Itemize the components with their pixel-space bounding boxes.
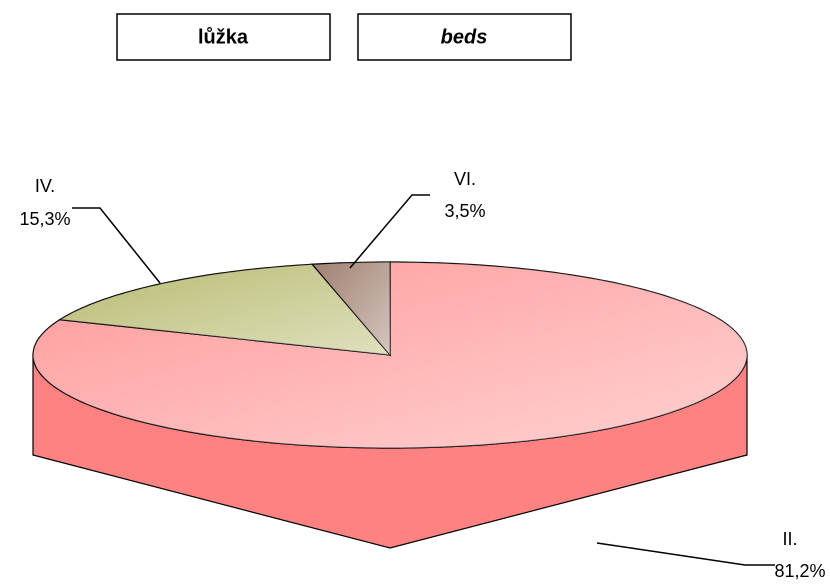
slice-label: VI. (454, 169, 476, 189)
slice-label: IV. (35, 176, 55, 196)
slice-label: II. (782, 529, 797, 549)
chart-subtitle: beds (441, 26, 488, 48)
pie-slice-shine (59, 264, 390, 355)
data-label: 81,2% (774, 561, 825, 581)
subtitle-box (357, 13, 572, 61)
data-label: 15,3% (19, 209, 70, 229)
leader-line (349, 194, 430, 269)
leader-line (596, 542, 775, 566)
pie-slice-shine (312, 262, 390, 355)
leader-line (72, 207, 161, 284)
data-label: 3,5% (444, 201, 485, 221)
title-box (116, 13, 331, 61)
chart-title: lůžka (198, 26, 249, 48)
